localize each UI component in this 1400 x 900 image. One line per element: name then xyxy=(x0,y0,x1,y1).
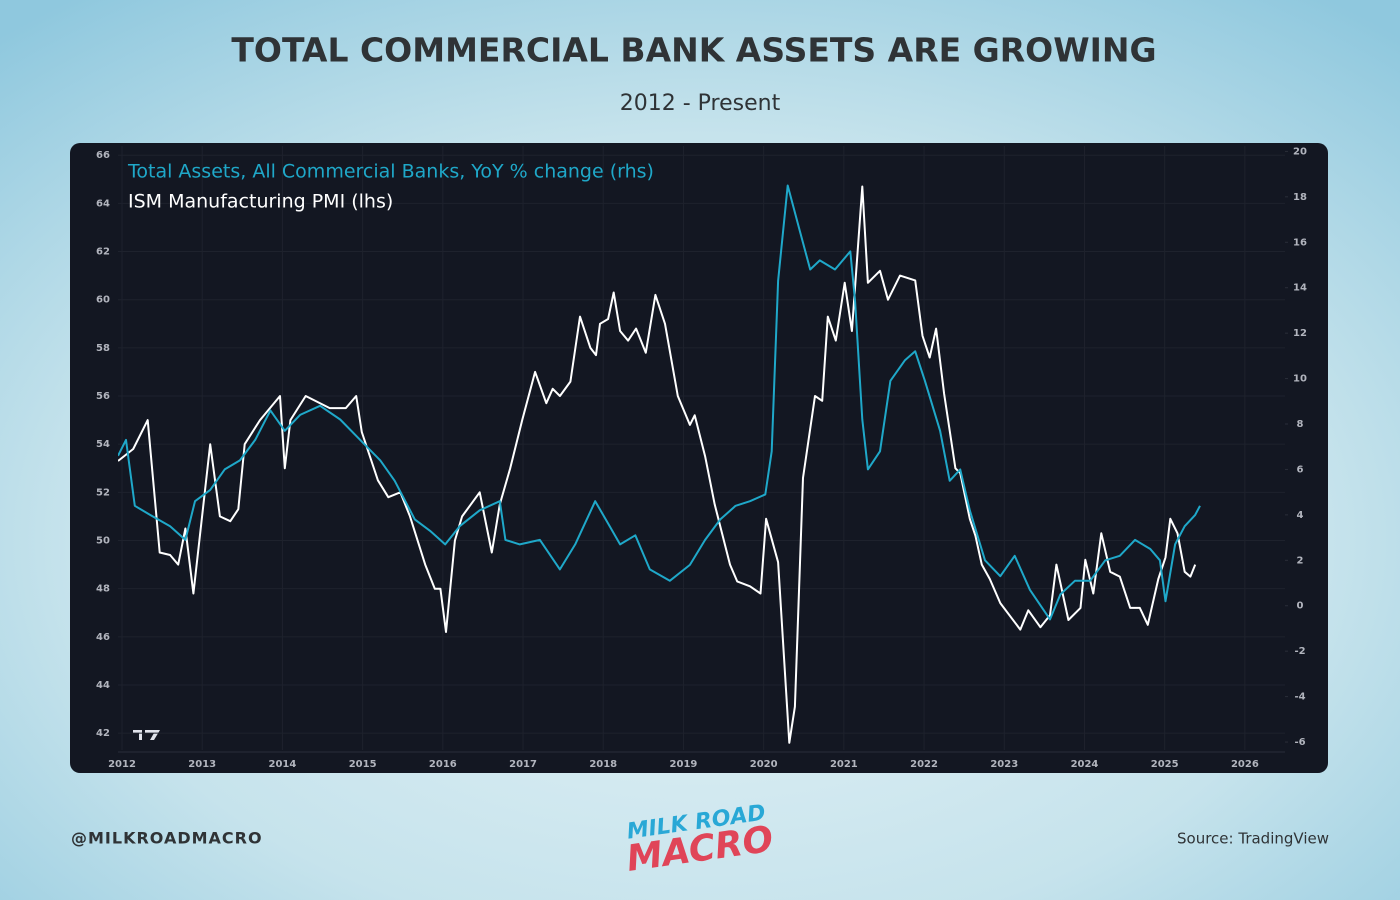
y2-tick-label: 18 xyxy=(1293,192,1307,203)
source: Source: TradingView xyxy=(1177,830,1329,848)
x-tick-label: 2018 xyxy=(589,759,617,770)
y2-tick-label: -6 xyxy=(1294,737,1305,748)
y-tick-label: 44 xyxy=(96,680,110,691)
y2-tick-label: 0 xyxy=(1297,601,1304,612)
y2-tick-label: 14 xyxy=(1293,283,1307,294)
x-tick-label: 2023 xyxy=(990,759,1018,770)
x-tick-label: 2024 xyxy=(1071,759,1099,770)
x-tick-label: 2014 xyxy=(269,759,297,770)
x-tick-label: 2019 xyxy=(670,759,698,770)
y2-tick-label: 8 xyxy=(1297,419,1304,430)
x-tick-label: 2020 xyxy=(750,759,778,770)
y2-tick-label: 16 xyxy=(1293,237,1307,248)
plot-area xyxy=(118,146,1285,750)
y-tick-label: 56 xyxy=(96,391,110,402)
x-tick-label: 2017 xyxy=(509,759,537,770)
x-tick-label: 2021 xyxy=(830,759,858,770)
y-tick-label: 58 xyxy=(96,343,110,354)
y-tick-label: 46 xyxy=(96,632,110,643)
chart-panel xyxy=(70,143,1328,773)
y-tick-label: 66 xyxy=(96,150,110,161)
y-tick-label: 64 xyxy=(96,198,110,209)
y2-tick-label: 2 xyxy=(1297,555,1304,566)
x-tick-label: 2016 xyxy=(429,759,457,770)
x-tick-label: 2012 xyxy=(108,759,136,770)
y2-tick-label: 6 xyxy=(1297,464,1304,475)
legend-label: ISM Manufacturing PMI (lhs) xyxy=(128,191,393,213)
x-tick-label: 2025 xyxy=(1151,759,1179,770)
legend-label: Total Assets, All Commercial Banks, YoY … xyxy=(127,161,654,183)
y-tick-label: 54 xyxy=(96,439,110,450)
chart-subtitle: 2012 - Present xyxy=(620,91,781,116)
tv-logo xyxy=(133,730,160,740)
y-tick-label: 62 xyxy=(96,247,110,258)
y-tick-label: 52 xyxy=(96,487,110,498)
y-tick-label: 60 xyxy=(96,295,110,306)
y2-tick-label: 12 xyxy=(1293,328,1307,339)
chart-title: TOTAL COMMERCIAL BANK ASSETS ARE GROWING xyxy=(231,31,1156,70)
y2-tick-label: 4 xyxy=(1297,510,1304,521)
x-tick-label: 2015 xyxy=(349,759,377,770)
y-tick-label: 50 xyxy=(96,536,110,547)
x-tick-label: 2022 xyxy=(910,759,938,770)
y-tick-label: 48 xyxy=(96,584,110,595)
y2-tick-label: -4 xyxy=(1294,692,1305,703)
x-tick-label: 2013 xyxy=(188,759,216,770)
y2-tick-label: -2 xyxy=(1294,646,1305,657)
series-line xyxy=(118,184,1201,621)
x-tick-label: 2026 xyxy=(1231,759,1259,770)
y-tick-label: 42 xyxy=(96,728,110,739)
handle: @MILKROADMACRO xyxy=(71,829,263,848)
series-line xyxy=(118,185,1197,744)
y2-tick-label: 20 xyxy=(1293,146,1307,157)
y2-tick-label: 10 xyxy=(1293,374,1307,385)
